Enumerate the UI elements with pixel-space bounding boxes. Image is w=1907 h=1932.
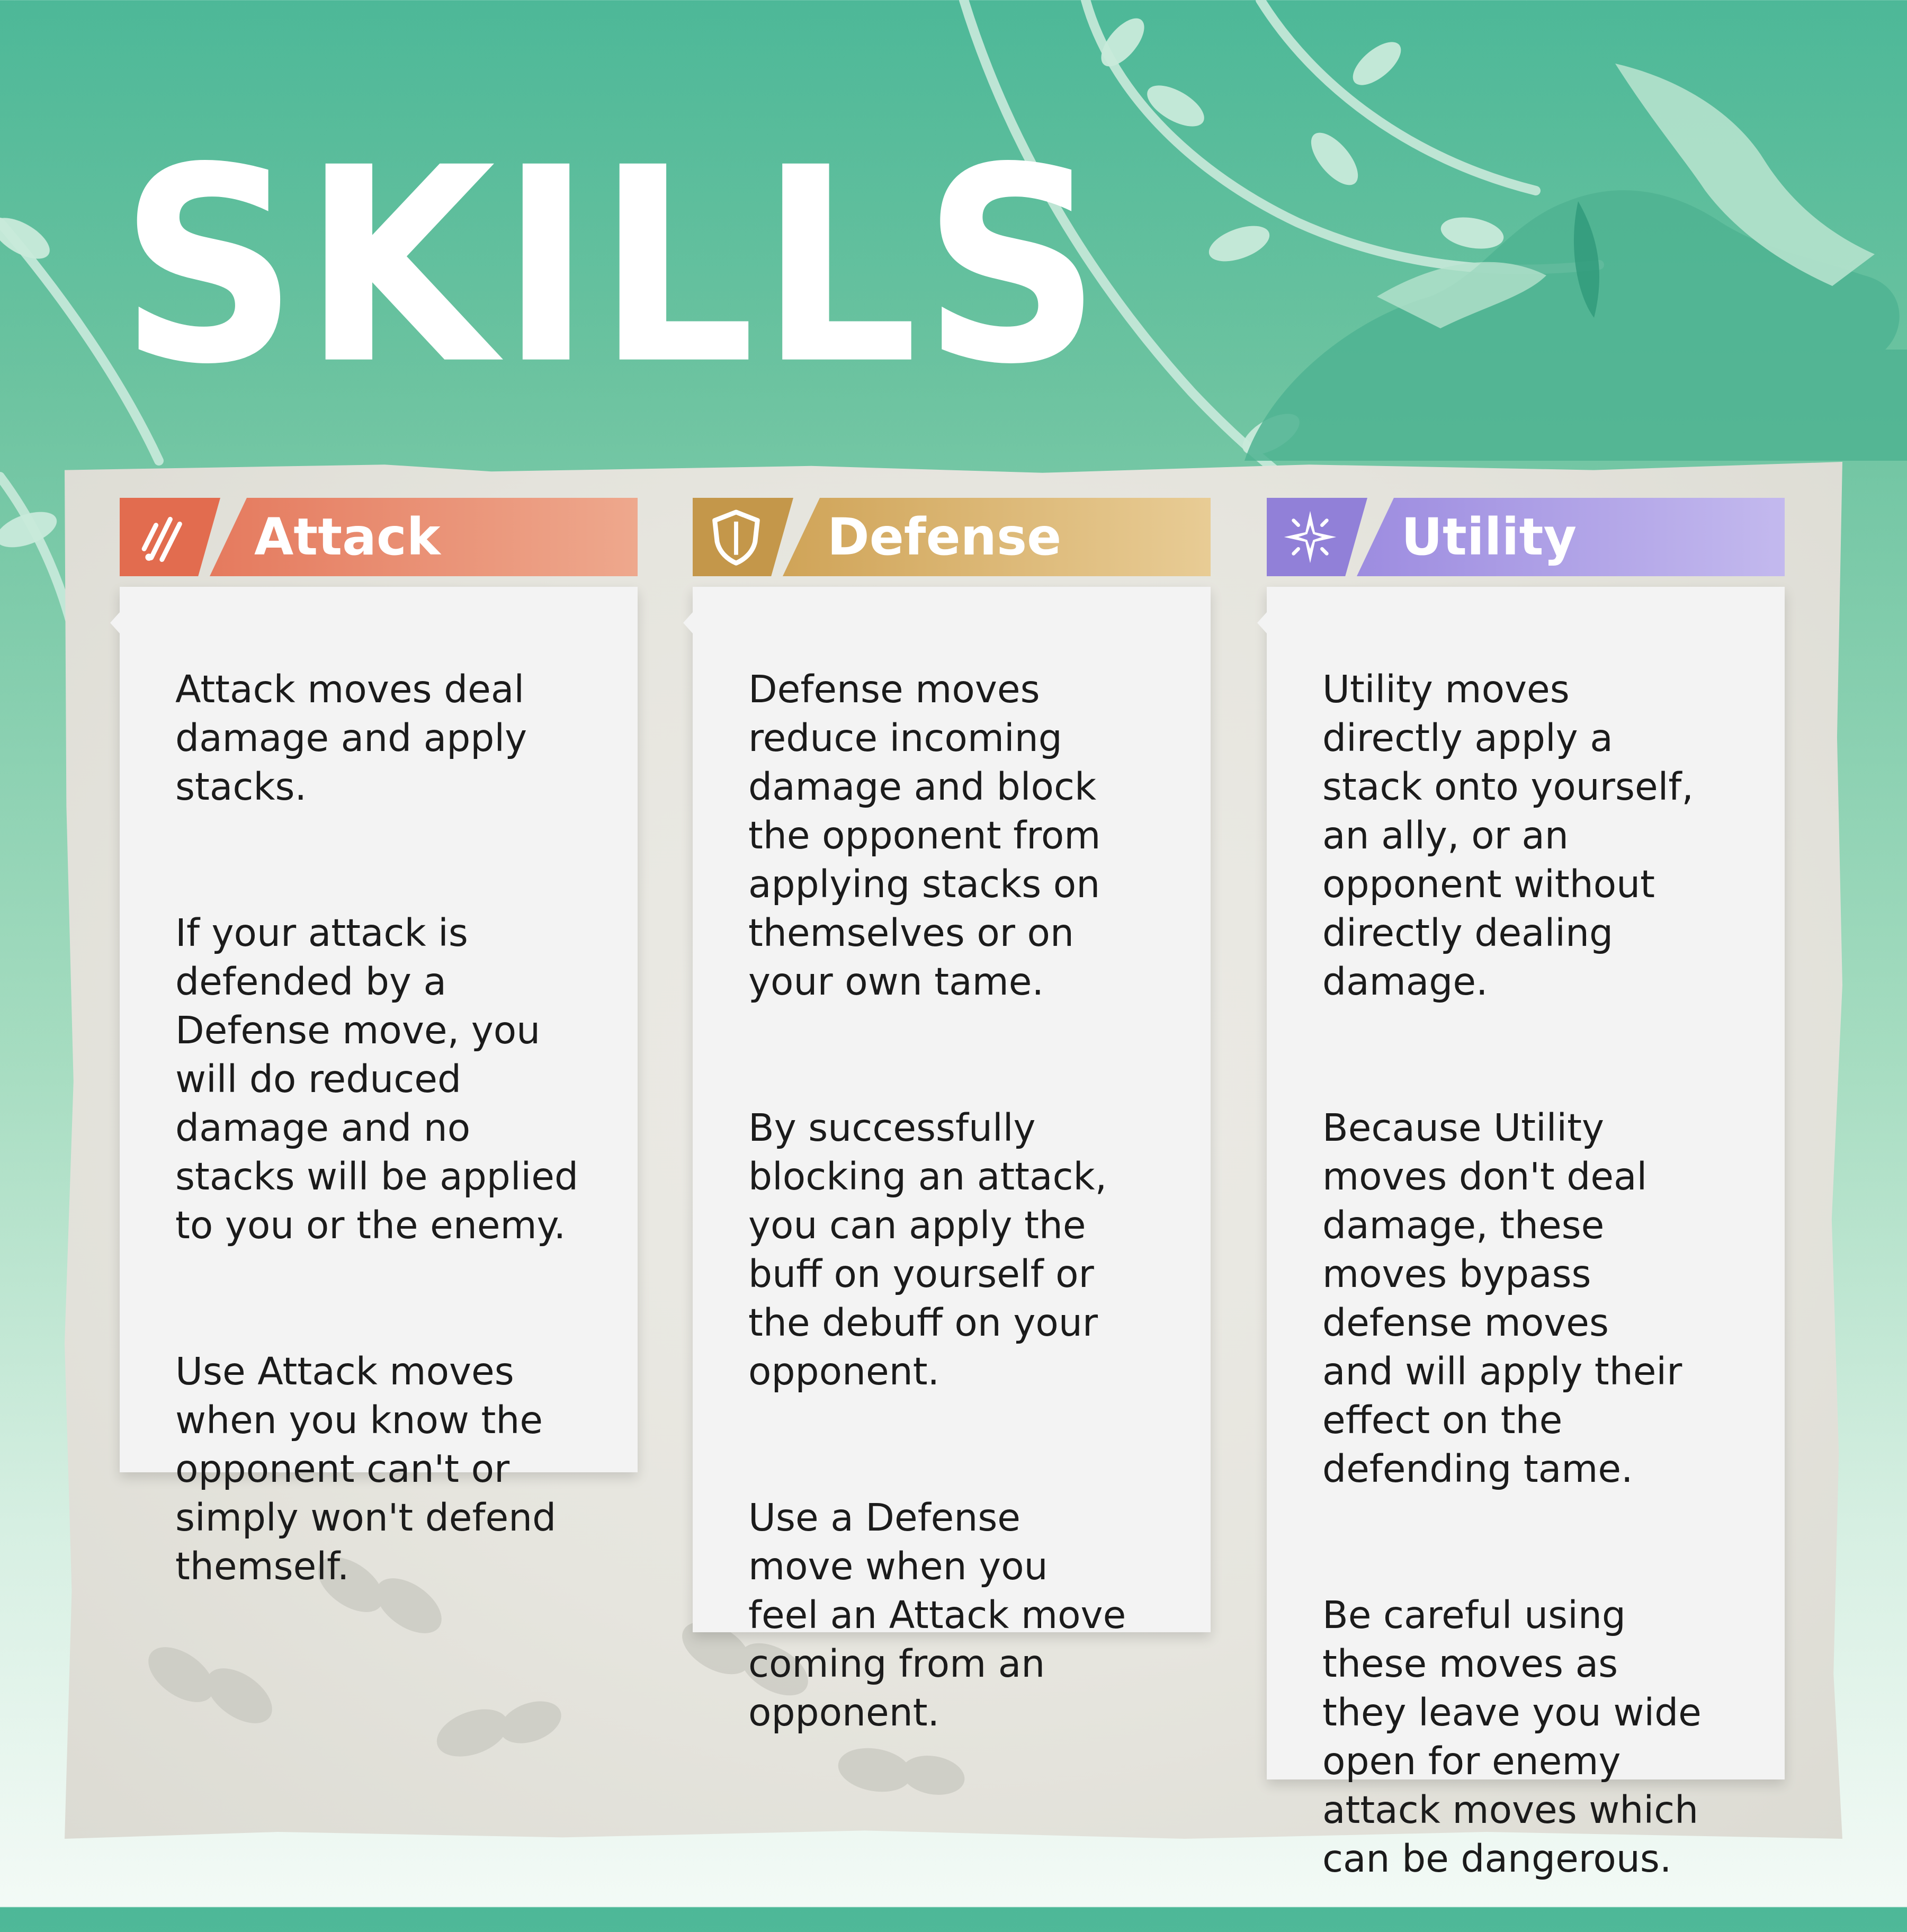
card-pointer [1257, 612, 1267, 633]
defense-label: Defense [827, 507, 1062, 567]
attack-card: Attack moves deal damage and apply stack… [110, 587, 638, 1588]
shield-icon [712, 509, 760, 566]
attack-label: Attack [254, 507, 441, 567]
footprints-decoration [148, 1557, 965, 1795]
defense-description: Defense moves reduce incoming damage and… [748, 616, 1195, 1786]
attack-paragraph-2: If your attack is defended by a Defense … [175, 911, 579, 1247]
utility-description: Utility moves directly apply a stack ont… [1322, 616, 1769, 1932]
attack-description: Attack moves deal damage and apply stack… [175, 616, 622, 1640]
attack-header-bar [210, 498, 638, 576]
defense-paragraph-3: Use a Defense move when you feel an Atta… [748, 1496, 1126, 1734]
utility-label: Utility [1401, 507, 1577, 567]
sparkle-star-icon [1284, 511, 1337, 564]
utility-card: Utility moves directly apply a stack ont… [1257, 587, 1785, 1881]
card-pointer [110, 612, 120, 633]
card-pointer [683, 612, 693, 633]
utility-column: Utility Utility moves directly apply a s… [1257, 498, 1785, 1881]
defense-card: Defense moves reduce incoming damage and… [683, 587, 1211, 1734]
utility-header-bar [1357, 498, 1785, 576]
defense-icon-badge [693, 498, 793, 576]
defense-column: Defense Defense moves reduce incoming da… [683, 498, 1211, 1734]
defense-header-bar [783, 498, 1211, 576]
defense-paragraph-2: By successfully blocking an attack, you … [748, 1106, 1107, 1393]
utility-paragraph-3: Be careful using these moves as they lea… [1322, 1593, 1702, 1881]
attack-paragraph-3: Use Attack moves when you know the oppon… [175, 1349, 557, 1588]
dragon-silhouette [1245, 64, 1907, 461]
page-title: SKILLS [119, 110, 1106, 423]
utility-icon-badge [1267, 498, 1367, 576]
attack-column: Attack Attack moves deal damage and appl… [110, 498, 638, 1588]
attack-icon-badge [120, 498, 220, 576]
attack-paragraph-1: Attack moves deal damage and apply stack… [175, 667, 527, 809]
claw-slash-icon [141, 516, 182, 562]
utility-paragraph-1: Utility moves directly apply a stack ont… [1322, 667, 1694, 1004]
utility-paragraph-2: Because Utility moves don't deal damage,… [1322, 1106, 1682, 1491]
defense-paragraph-1: Defense moves reduce incoming damage and… [748, 667, 1101, 1004]
